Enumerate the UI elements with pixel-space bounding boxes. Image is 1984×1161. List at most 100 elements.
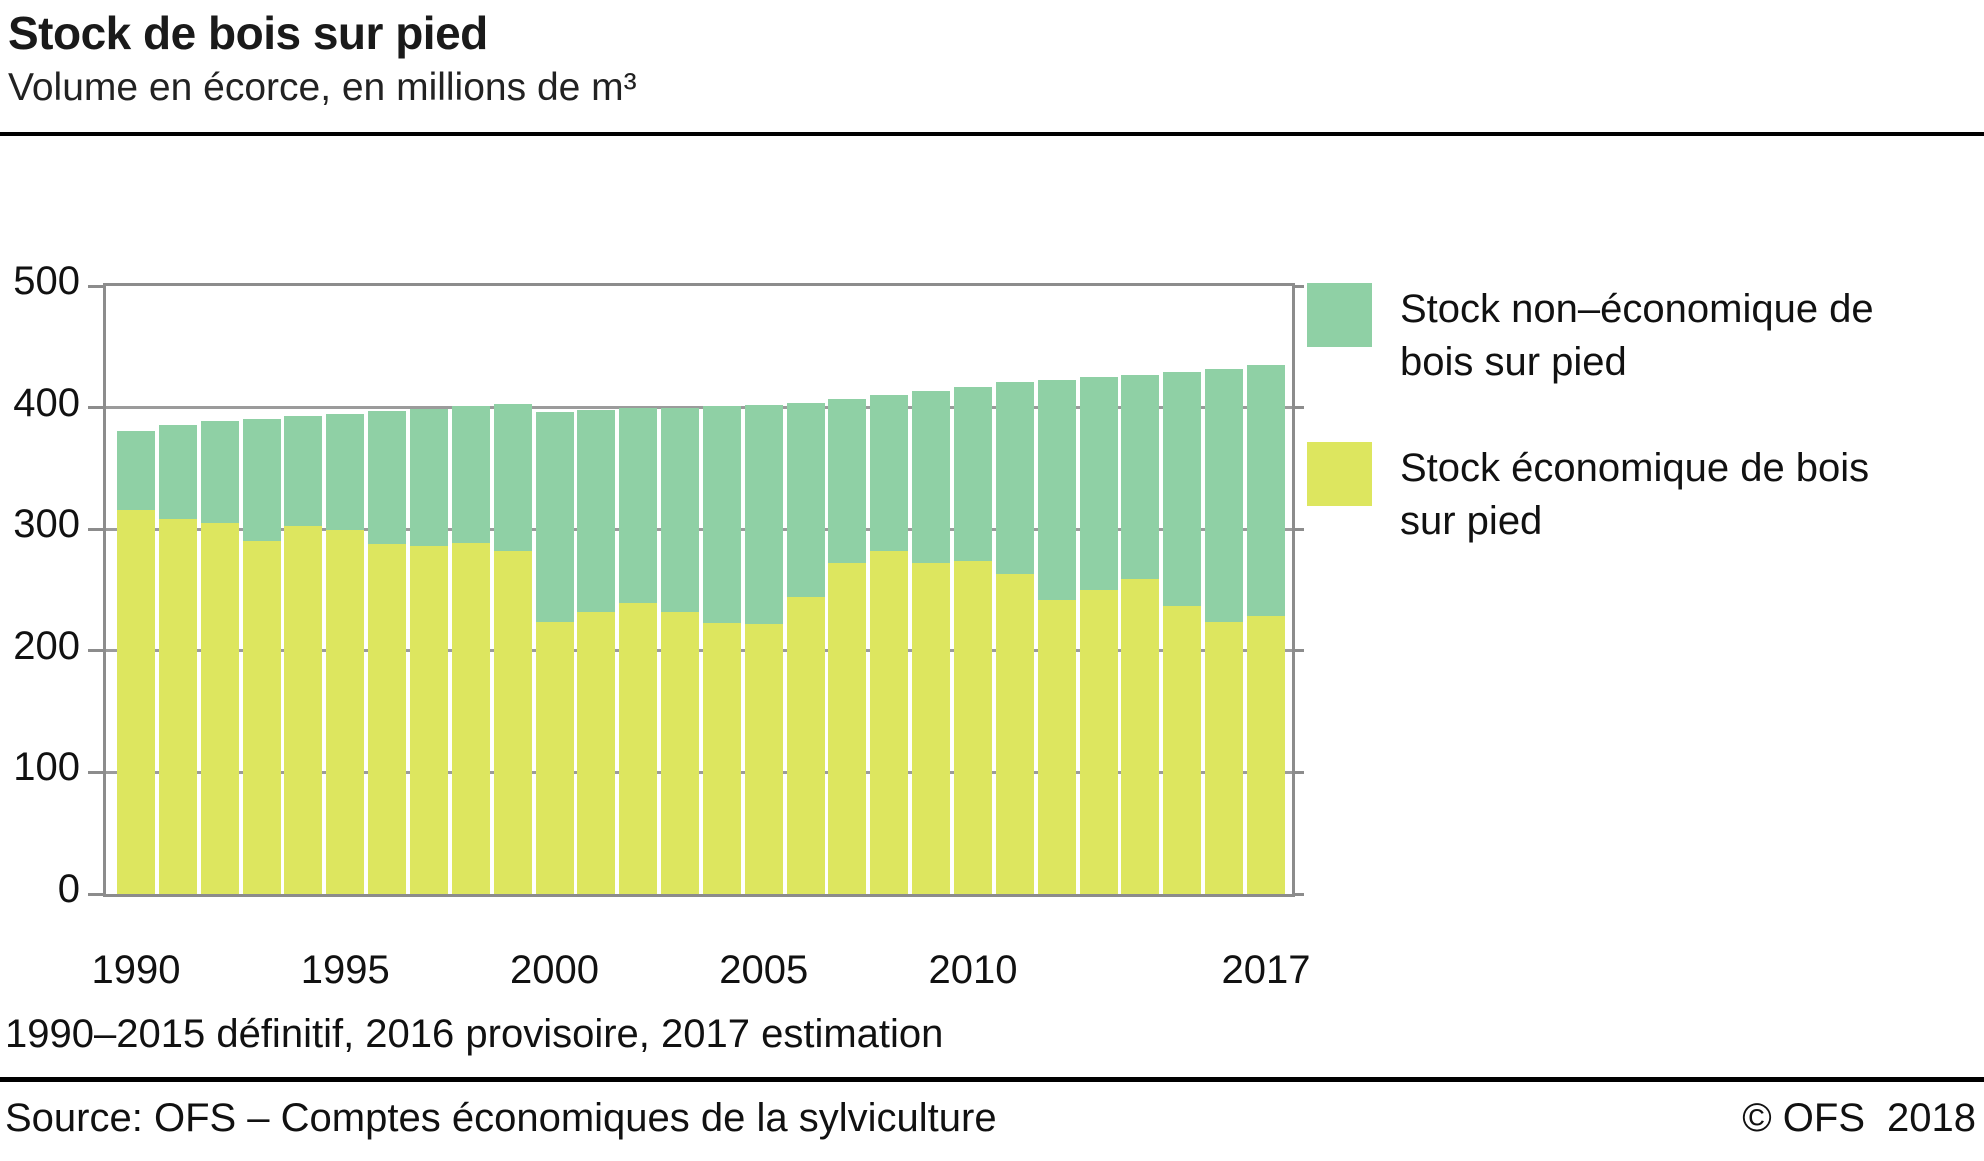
y-tick-300 bbox=[88, 527, 103, 531]
bar-segment-non-economic-1999 bbox=[493, 403, 532, 552]
bar-2006 bbox=[786, 402, 825, 894]
bar-2000 bbox=[535, 412, 574, 894]
source-row: Source: OFS – Comptes économiques de la … bbox=[5, 1096, 1976, 1141]
y-axis-label-200: 200 bbox=[13, 623, 80, 668]
y-tick-right-0 bbox=[1292, 892, 1304, 896]
bar-2009 bbox=[912, 390, 951, 894]
bar-segment-economic-2014 bbox=[1121, 579, 1160, 894]
bar-segment-non-economic-2011 bbox=[995, 382, 1034, 575]
y-tick-right-500 bbox=[1292, 284, 1304, 288]
bar-2015 bbox=[1163, 372, 1202, 894]
bar-segment-economic-1990 bbox=[117, 509, 155, 894]
bar-2017 bbox=[1247, 365, 1285, 894]
bar-segment-non-economic-1997 bbox=[409, 408, 448, 547]
bar-segment-non-economic-2005 bbox=[744, 405, 783, 625]
bar-segment-non-economic-1993 bbox=[242, 418, 281, 542]
y-tick-right-100 bbox=[1292, 770, 1304, 774]
x-axis-label-2000: 2000 bbox=[510, 948, 599, 992]
y-axis-label-100: 100 bbox=[13, 745, 80, 790]
bar-segment-economic-1996 bbox=[368, 543, 407, 894]
bar-segment-non-economic-2012 bbox=[1037, 379, 1076, 600]
bar-segment-non-economic-2010 bbox=[954, 386, 993, 561]
legend-item-economic: Stock économique de bois sur pied bbox=[1307, 442, 1967, 548]
bar-2003 bbox=[661, 407, 700, 894]
bar-segment-non-economic-2014 bbox=[1121, 374, 1160, 580]
bar-segment-economic-1999 bbox=[493, 551, 532, 894]
bar-segment-economic-1998 bbox=[451, 542, 490, 894]
bar-segment-non-economic-1996 bbox=[368, 411, 407, 544]
gridline-400 bbox=[106, 406, 1292, 410]
chart-plot-area bbox=[103, 283, 1295, 897]
bar-2008 bbox=[870, 395, 909, 894]
bar-segment-economic-2006 bbox=[786, 597, 825, 894]
bar-2010 bbox=[954, 386, 993, 894]
y-axis-label-300: 300 bbox=[13, 502, 80, 547]
bar-segment-non-economic-1991 bbox=[158, 424, 197, 520]
y-tick-100 bbox=[88, 770, 103, 774]
legend-label-economic: Stock économique de bois sur pied bbox=[1400, 446, 1870, 543]
bar-segment-non-economic-1994 bbox=[284, 416, 323, 526]
bar-1991 bbox=[158, 424, 197, 894]
bar-segment-economic-2002 bbox=[619, 603, 658, 894]
y-axis-label-0: 0 bbox=[57, 867, 80, 911]
bar-segment-economic-2001 bbox=[577, 611, 616, 894]
y-tick-right-300 bbox=[1292, 527, 1304, 531]
bar-2013 bbox=[1079, 377, 1118, 894]
bar-2004 bbox=[702, 406, 741, 894]
y-tick-500 bbox=[88, 284, 103, 288]
bar-segment-non-economic-2015 bbox=[1163, 372, 1202, 606]
bar-1990 bbox=[117, 430, 155, 894]
bar-1992 bbox=[200, 420, 239, 894]
bar-segment-non-economic-2013 bbox=[1079, 377, 1118, 590]
bar-segment-non-economic-1998 bbox=[451, 406, 490, 543]
bar-segment-economic-2016 bbox=[1205, 621, 1244, 894]
bar-segment-economic-1995 bbox=[326, 530, 365, 894]
copyright-text: © OFS 2018 bbox=[1742, 1096, 1976, 1141]
copyright-org: © OFS bbox=[1742, 1096, 1866, 1140]
y-tick-right-400 bbox=[1292, 406, 1304, 410]
x-axis-label-1995: 1995 bbox=[300, 948, 390, 992]
bar-segment-economic-2011 bbox=[995, 574, 1034, 894]
y-tick-right-200 bbox=[1292, 649, 1304, 653]
y-tick-200 bbox=[88, 649, 103, 653]
bar-2011 bbox=[995, 382, 1034, 894]
bar-1994 bbox=[284, 416, 323, 894]
bar-segment-non-economic-2008 bbox=[870, 395, 909, 552]
bar-segment-economic-2010 bbox=[954, 560, 993, 894]
bar-segment-non-economic-1992 bbox=[200, 420, 239, 524]
legend-swatch-non_economic bbox=[1307, 283, 1372, 347]
bar-2007 bbox=[828, 399, 867, 894]
bar-segment-non-economic-2007 bbox=[828, 399, 867, 564]
bar-2005 bbox=[744, 405, 783, 894]
bar-segment-non-economic-2006 bbox=[786, 402, 825, 598]
bar-segment-economic-2003 bbox=[661, 611, 700, 894]
bar-segment-economic-2007 bbox=[828, 563, 867, 894]
legend-item-non_economic: Stock non–économique de bois sur pied bbox=[1307, 283, 1967, 389]
bar-segment-non-economic-2004 bbox=[702, 406, 741, 623]
copyright-year: 2018 bbox=[1887, 1096, 1976, 1140]
bar-2014 bbox=[1121, 374, 1160, 894]
bar-segment-non-economic-2000 bbox=[535, 412, 574, 622]
page-subtitle: Volume en écorce, en millions de m³ bbox=[8, 66, 637, 109]
bar-segment-economic-1997 bbox=[409, 546, 448, 894]
bar-segment-economic-1992 bbox=[200, 523, 239, 894]
bar-1996 bbox=[368, 411, 407, 894]
y-tick-0 bbox=[88, 892, 103, 896]
bar-segment-economic-2012 bbox=[1037, 599, 1076, 894]
bar-2012 bbox=[1037, 379, 1076, 894]
bar-1993 bbox=[242, 418, 281, 894]
footnote: 1990–2015 définitif, 2016 provisoire, 20… bbox=[5, 1012, 944, 1056]
x-axis-label-1990: 1990 bbox=[91, 948, 181, 992]
legend-label-non_economic: Stock non–économique de bois sur pied bbox=[1400, 287, 1874, 384]
x-axis-label-2010: 2010 bbox=[928, 948, 1018, 992]
x-axis-label-2005: 2005 bbox=[719, 948, 809, 992]
bar-segment-economic-1993 bbox=[242, 541, 281, 894]
bar-segment-non-economic-1990 bbox=[117, 430, 155, 510]
x-axis-label-2017: 2017 bbox=[1221, 948, 1311, 992]
top-divider bbox=[0, 132, 1984, 136]
bar-2002 bbox=[619, 407, 658, 894]
bar-1999 bbox=[493, 403, 532, 894]
bar-segment-non-economic-2001 bbox=[577, 410, 616, 612]
bar-1998 bbox=[451, 406, 490, 894]
bar-segment-economic-2015 bbox=[1163, 605, 1202, 894]
